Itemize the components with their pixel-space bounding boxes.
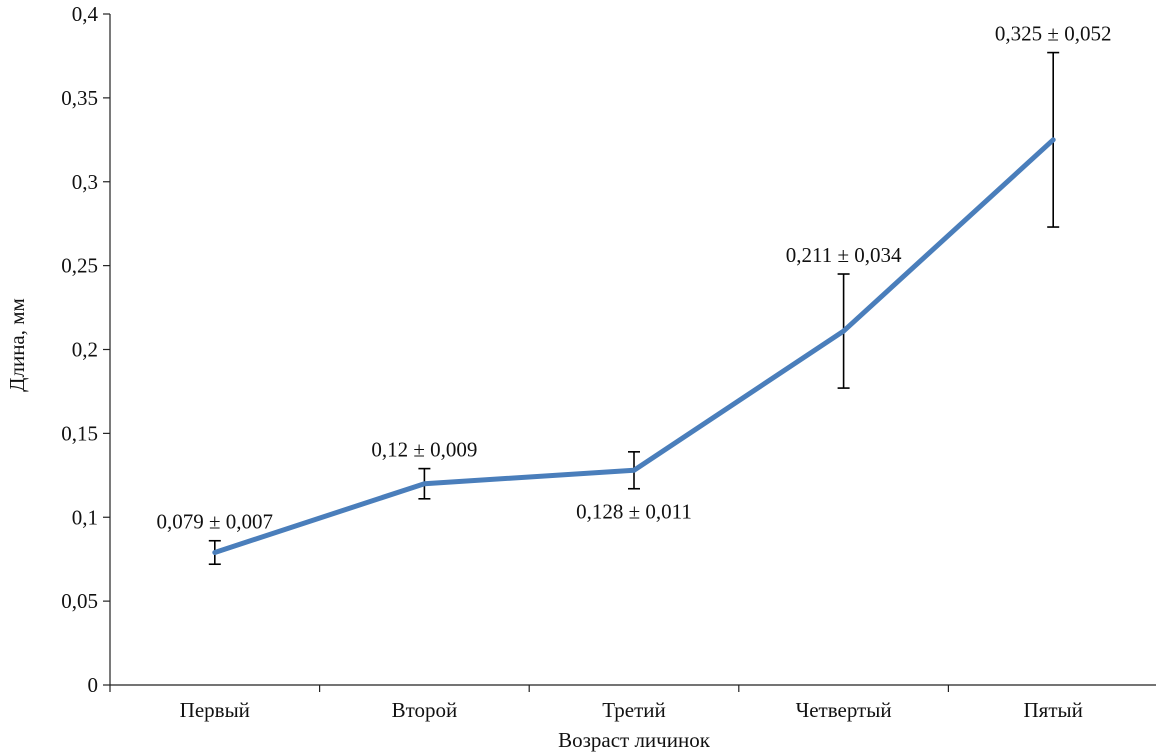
y-tick-label: 0,15 xyxy=(61,421,98,445)
y-tick-label: 0,4 xyxy=(72,2,99,26)
y-tick-label: 0,05 xyxy=(61,589,98,613)
y-axis-title: Длина, мм xyxy=(5,298,29,392)
error-bars xyxy=(208,51,1060,566)
x-tick-label: Первый xyxy=(180,698,250,722)
y-tick-label: 0,2 xyxy=(72,338,98,362)
y-tick-label: 0,35 xyxy=(61,86,98,110)
data-label: 0,128 ± 0,011 xyxy=(576,500,692,524)
data-label: 0,12 ± 0,009 xyxy=(371,438,477,462)
data-label: 0,079 ± 0,007 xyxy=(157,510,274,534)
data-label: 0,211 ± 0,034 xyxy=(786,243,902,267)
y-tick-label: 0,25 xyxy=(61,254,98,278)
y-tick-label: 0,3 xyxy=(72,170,98,194)
series-line xyxy=(212,137,1056,555)
x-tick-label: Второй xyxy=(392,698,458,722)
data-labels: 0,079 ± 0,007 0,12 ± 0,009 0,128 ± 0,011 0,… xyxy=(157,22,1112,534)
x-axis-title: Возраст личинок xyxy=(558,728,711,752)
axes xyxy=(109,14,1156,686)
x-tick-label: Пятый xyxy=(1024,698,1083,722)
x-ticks: Первый Второй Третий Четвертый Пятый xyxy=(109,685,1083,722)
data-label: 0,325 ± 0,052 xyxy=(995,22,1112,46)
x-tick-label: Третий xyxy=(602,698,666,722)
y-tick-label: 0 xyxy=(88,673,99,697)
y-ticks: 0 0,05 0,1 0,15 0,2 0,25 0,3 0,35 0,4 xyxy=(61,2,110,697)
x-tick-label: Четвертый xyxy=(796,698,892,722)
y-tick-label: 0,1 xyxy=(72,505,98,529)
